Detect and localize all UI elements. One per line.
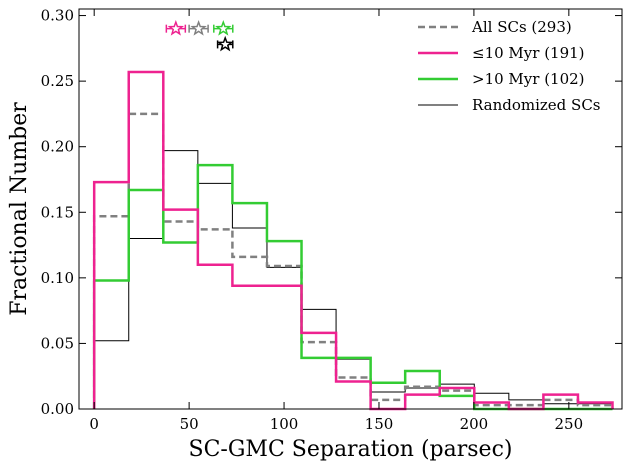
series-step-10-myr-102 [92, 163, 613, 411]
x-tick-label: 250 [555, 415, 584, 433]
y-axis-title: Fractional Number [7, 102, 32, 316]
y-tick-label: 0.20 [41, 138, 74, 156]
x-tick-label: 150 [365, 415, 394, 433]
series-step-randomized-scs [93, 150, 614, 409]
x-tick-label: 100 [270, 415, 299, 433]
x-tick-label: 50 [180, 415, 199, 433]
legend-label: Randomized SCs [472, 96, 601, 114]
median-marker-all-scs-293 [188, 20, 209, 36]
series-step-all-scs-293 [92, 112, 614, 409]
legend-item-all-scs-293: All SCs (293) [418, 18, 572, 36]
plot-frame [78, 8, 623, 410]
x-tick-label: 0 [89, 415, 99, 433]
legend-item-10-myr-102: >10 Myr (102) [418, 70, 585, 88]
star-icon [167, 20, 185, 36]
tick-layer: 0 50 100 150 200 250 0.00 0.05 0.10 0.15 0.20 0.25 0… [41, 7, 622, 433]
y-tick-label: 0.30 [41, 7, 74, 25]
legend-item-10-myr-191: ≤10 Myr (191) [418, 44, 585, 62]
marker-layer [165, 20, 234, 52]
y-tick-label: 0.05 [41, 334, 74, 352]
median-marker-10-myr-191 [165, 20, 187, 36]
star-icon [216, 35, 234, 52]
y-tick-label: 0.10 [41, 269, 74, 287]
legend-label: ≤10 Myr (191) [472, 44, 585, 62]
star-icon [215, 20, 232, 36]
y-tick-label: 0.00 [41, 400, 74, 418]
legend-label: All SCs (293) [471, 18, 572, 36]
series-layer [92, 70, 614, 411]
median-marker-randomized-scs [216, 35, 234, 52]
x-tick-label: 200 [460, 415, 489, 433]
legend-label: >10 Myr (102) [472, 70, 585, 88]
median-marker-10-myr-102 [213, 20, 234, 36]
legend-item-randomized-scs: Randomized SCs [418, 96, 601, 114]
y-tick-label: 0.25 [41, 72, 74, 90]
star-icon [190, 20, 207, 36]
y-tick-label: 0.15 [41, 203, 74, 221]
legend: All SCs (293) ≤10 Myr (191) >10 Myr (102) R… [418, 18, 601, 114]
x-axis-title: SC-GMC Separation (parsec) [189, 437, 513, 462]
